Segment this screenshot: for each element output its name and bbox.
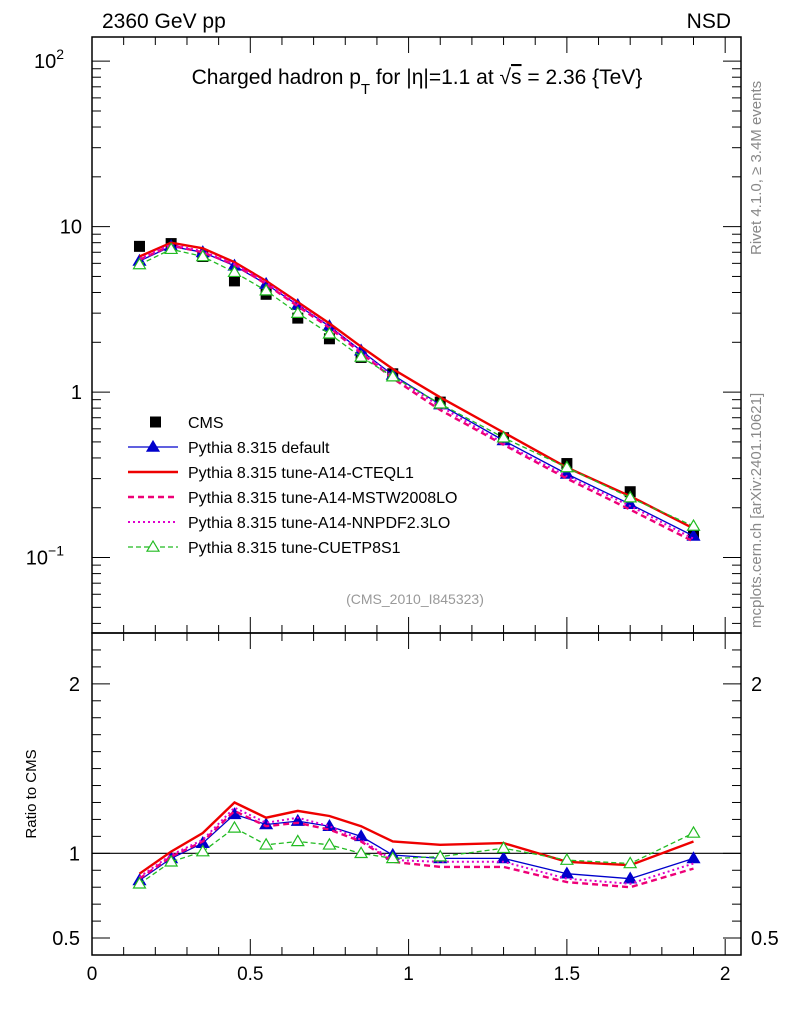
x-tick-label: 1 — [403, 964, 414, 985]
header-left: 2360 GeV pp — [102, 10, 226, 33]
cuetp-main-marker — [354, 349, 369, 362]
cuetp-ratio-marker — [259, 837, 274, 850]
cuetp-ratio-marker — [559, 852, 574, 865]
ratio-ylabel: Ratio to CMS — [23, 749, 40, 838]
x-tick-label: 0 — [87, 964, 98, 985]
nnpdf-ratio-line — [138, 806, 694, 885]
legend-mstw-label: Pythia 8.315 tune-A14-MSTW2008LO — [188, 490, 457, 507]
legend-cuetp-marker — [145, 539, 161, 552]
cteql1-ratio-line — [138, 801, 694, 875]
y-tick-label: 102 — [34, 46, 64, 73]
default-main-marker — [623, 497, 638, 510]
legend-cuetp-label: Pythia 8.315 tune-CUETP8S1 — [188, 540, 401, 557]
y-tick-label: 10−1 — [26, 543, 64, 570]
nnpdf-main-line — [139, 243, 694, 540]
cuetp-ratio-marker — [164, 854, 179, 867]
mcplots-label: mcplots.cern.ch [arXiv:2401.10621] — [748, 393, 765, 628]
header-right: NSD — [687, 10, 731, 33]
cuetp-ratio-marker — [686, 825, 701, 838]
default-ratio-line — [139, 813, 694, 881]
mstw-ratio-line — [138, 809, 694, 889]
cteql1-main-line — [139, 241, 695, 530]
ratio-y-tick-label: 0.5 — [52, 928, 80, 950]
cuetp-main-marker — [496, 430, 511, 443]
cuetp-ratio-marker — [433, 849, 448, 862]
ratio-y-tick-label: 1 — [69, 843, 80, 865]
cuetp-ratio-line — [139, 827, 694, 885]
x-tick-label: 1.5 — [554, 964, 580, 985]
main-series — [132, 238, 701, 543]
default-main-marker — [686, 528, 701, 541]
cuetp-main-marker — [322, 326, 337, 339]
cuetp-main-marker — [623, 490, 638, 503]
cuetp-main-marker — [290, 305, 305, 318]
x-tick-label: 2 — [720, 964, 731, 985]
cuetp-ratio-marker — [132, 876, 147, 889]
cuetp-main-marker — [686, 518, 701, 531]
cms-data-point — [323, 333, 335, 345]
cms-data-point — [292, 312, 304, 324]
analysis-tag: (CMS_2010_I845323) — [346, 591, 484, 607]
cuetp-ratio-marker — [322, 837, 337, 850]
mstw-main-line — [139, 244, 695, 543]
cms-data-point — [133, 240, 145, 252]
x-tick-label: 0.5 — [237, 964, 263, 985]
cuetp-ratio-marker — [385, 851, 400, 864]
legend-cteql1-label: Pythia 8.315 tune-A14-CTEQL1 — [188, 465, 414, 482]
chart-title: Charged hadron pT for |η|=1.1 at √s = 2.… — [192, 66, 643, 98]
cuetp-ratio-marker — [195, 844, 210, 857]
cuetp-main-marker — [195, 249, 210, 262]
default-ratio-marker — [686, 851, 701, 864]
cuetp-main-marker — [259, 283, 274, 296]
legend: CMS Pythia 8.315 default Pythia 8.315 tune… — [128, 415, 457, 557]
ratio-series — [132, 801, 701, 889]
cuetp-main-marker — [559, 460, 574, 473]
legend-default-label: Pythia 8.315 default — [188, 440, 330, 457]
cuetp-main-marker — [227, 265, 242, 278]
y-tick-label: 1 — [71, 382, 82, 404]
y-tick-label: 10 — [60, 217, 82, 239]
cuetp-main-line — [139, 248, 694, 527]
cuetp-main-marker — [132, 257, 147, 270]
cuetp-main-marker — [385, 369, 400, 382]
cuetp-ratio-marker — [496, 841, 511, 854]
cuetp-ratio-marker — [623, 856, 638, 869]
cuetp-main-marker — [433, 396, 448, 409]
ratio-plot-frame — [91, 632, 742, 956]
cuetp-ratio-marker — [227, 820, 242, 833]
cuetp-ratio-marker — [354, 846, 369, 859]
ratio-y-tick-label-right: 2 — [751, 674, 762, 696]
rivet-version-label: Rivet 4.1.0, ≥ 3.4M events — [748, 81, 765, 255]
ratio-y-tick-label-right: 0.5 — [751, 928, 779, 950]
cuetp-ratio-marker — [290, 834, 305, 847]
legend-cms-marker — [150, 416, 161, 428]
axes: 0 0.5 1 1.5 2 102 10 1 10−1 0.5 1 2 0.5 2 — [26, 36, 779, 985]
cms-data-point — [228, 275, 240, 287]
legend-cms-label: CMS — [188, 415, 224, 432]
ratio-y-tick-label: 2 — [69, 674, 80, 696]
legend-nnpdf-label: Pythia 8.315 tune-A14-NNPDF2.3LO — [188, 515, 450, 532]
cuetp-main-marker — [164, 242, 179, 255]
legend-default-marker — [145, 439, 161, 452]
